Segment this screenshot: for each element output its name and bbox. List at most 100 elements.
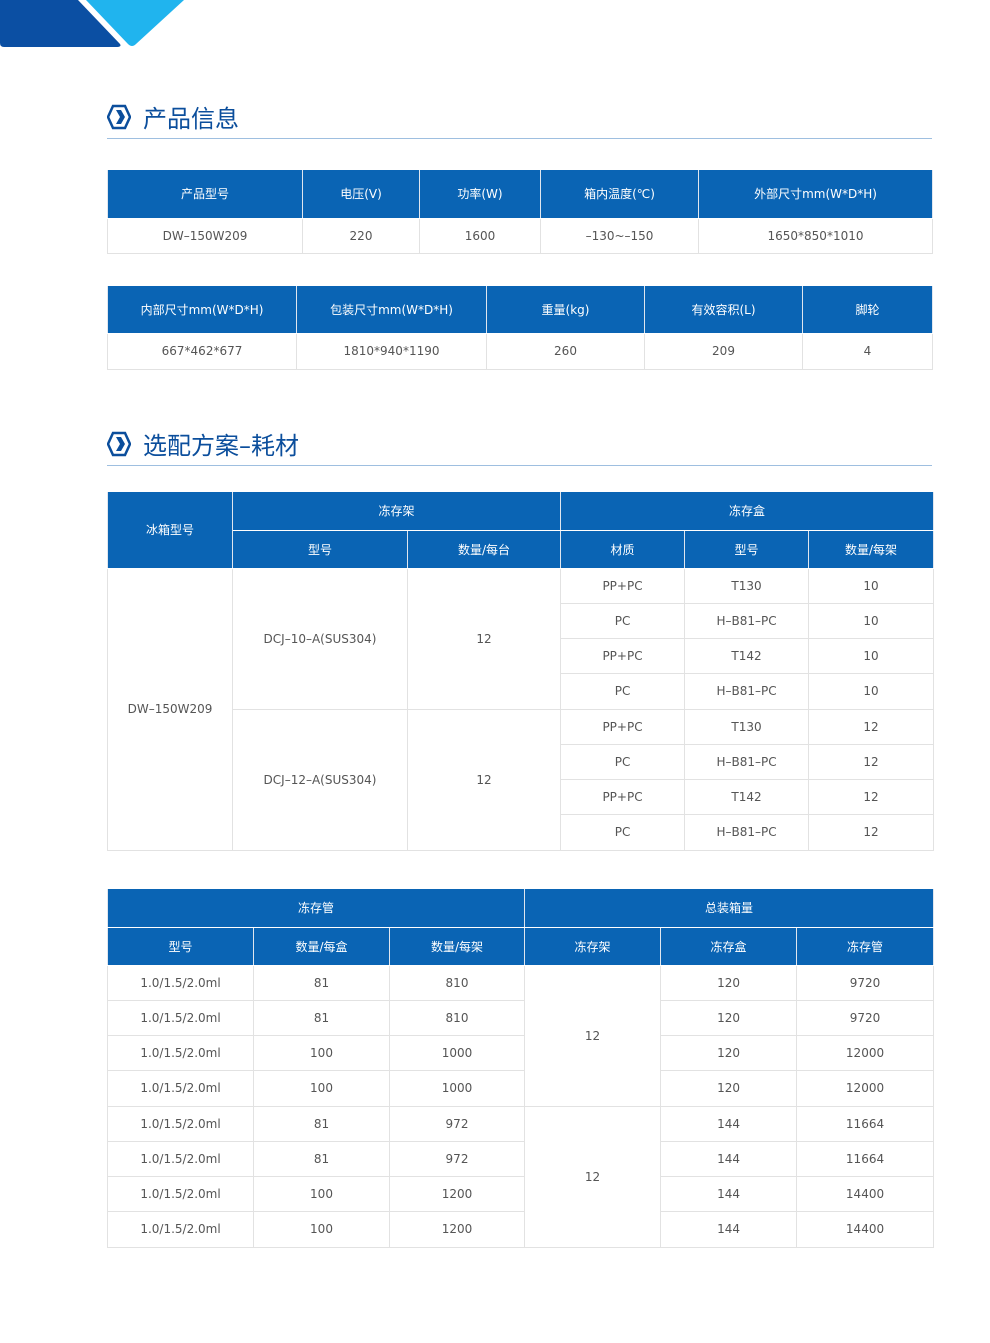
- cell: 10: [808, 637, 935, 675]
- header-cell: 脚轮: [802, 286, 933, 334]
- cell: H–B81–PC: [684, 814, 810, 851]
- table-row: DCJ–12–A(SUS304) 12 PP+PC T130 12: [108, 708, 935, 851]
- cell: 100: [253, 1175, 390, 1213]
- header-cell: 数量/每盒: [253, 927, 390, 966]
- header-cell: 产品型号: [107, 170, 303, 219]
- cell: 144: [660, 1211, 798, 1248]
- cell: 10: [808, 673, 935, 710]
- header-cell: 型号: [684, 530, 810, 569]
- header-cell: 材质: [560, 530, 686, 569]
- cell: 14400: [796, 1211, 935, 1248]
- spec-table-1: 产品型号 电压(V) 功率(W) 箱内温度(℃) 外部尺寸mm(W*D*H) DW–15…: [107, 170, 933, 254]
- cell: 120: [660, 999, 798, 1037]
- cell: 12: [808, 814, 935, 851]
- cell: 1.0/1.5/2.0ml: [107, 1175, 254, 1213]
- cell: 12: [524, 964, 662, 1107]
- divider: [107, 465, 932, 466]
- cell: 144: [660, 1105, 798, 1142]
- table-row: PC H–B81–PC 10: [108, 673, 935, 710]
- table-row: PP+PC T142 10: [108, 637, 935, 675]
- table-row: DW–150W209 220 1600 –130~–150 1650*850*1010: [107, 217, 933, 254]
- table-row: 1.0/1.5/2.0ml 100 1200 144 14400: [107, 1175, 935, 1213]
- cell: 12: [808, 743, 935, 781]
- cell: 120: [660, 964, 798, 1001]
- cell: 100: [253, 1034, 390, 1072]
- cell: 1200: [388, 1175, 526, 1213]
- cell: 1.0/1.5/2.0ml: [107, 964, 254, 1001]
- cell: H–B81–PC: [684, 673, 810, 710]
- header-cell: 冻存盒: [660, 927, 798, 966]
- section-title-text: 选配方案–耗材: [143, 432, 299, 460]
- table-row: 1.0/1.5/2.0ml 81 972 144 11664: [107, 1140, 935, 1178]
- cell: T142: [684, 637, 810, 675]
- cell: 1650*850*1010: [698, 217, 933, 254]
- cell: 1000: [388, 1034, 526, 1072]
- cell: DCJ–10–A(SUS304): [232, 567, 408, 710]
- header-cell: 数量/每架: [388, 927, 526, 966]
- cell: 11664: [796, 1105, 935, 1142]
- cell: 120: [660, 1034, 798, 1072]
- cell: 1200: [388, 1211, 526, 1248]
- header-cell: 重量(kg): [486, 286, 645, 334]
- cell: 12: [808, 708, 935, 745]
- cell: 1.0/1.5/2.0ml: [107, 1211, 254, 1248]
- table-row: 1.0/1.5/2.0ml 81 810 12 120 9720: [107, 964, 935, 1107]
- cell: 12: [524, 1105, 662, 1248]
- section-title-text: 产品信息: [143, 105, 239, 133]
- header-cell: 冰箱型号: [107, 492, 233, 569]
- cell: 4: [802, 332, 933, 370]
- corner-decoration: [0, 0, 184, 47]
- section-title-options: 选配方案–耗材: [107, 426, 299, 461]
- cell: T142: [684, 778, 810, 816]
- cell: 1810*940*1190: [296, 332, 487, 370]
- table-row: PP+PC T142 12: [108, 778, 935, 816]
- header-cell: 有效容积(L): [644, 286, 803, 334]
- divider: [107, 138, 932, 139]
- cell: 220: [302, 217, 420, 254]
- cell: 100: [253, 1211, 390, 1248]
- cell: 1.0/1.5/2.0ml: [107, 1034, 254, 1072]
- cell: 260: [486, 332, 645, 370]
- cell: T130: [684, 567, 810, 604]
- cell: 1.0/1.5/2.0ml: [107, 1140, 254, 1178]
- cell: 9720: [796, 964, 935, 1001]
- table-row: PC H–B81–PC 12: [108, 814, 935, 851]
- cell: 972: [388, 1105, 526, 1142]
- header-cell: 冻存管: [796, 927, 935, 966]
- cell: H–B81–PC: [684, 743, 810, 781]
- cell: DW–150W209: [107, 217, 303, 254]
- cell: 81: [253, 999, 390, 1037]
- table-row: PC H–B81–PC 12: [108, 743, 935, 781]
- cell: 209: [644, 332, 803, 370]
- header-cell: 数量/每台: [406, 530, 562, 569]
- cell: 10: [808, 567, 935, 604]
- cell: 12: [406, 708, 562, 851]
- spec-table-2: 内部尺寸mm(W*D*H) 包装尺寸mm(W*D*H) 重量(kg) 有效容积(L) 脚…: [107, 286, 933, 370]
- header-cell: 数量/每架: [808, 530, 935, 569]
- header-cell: 冻存架: [231, 492, 562, 531]
- cell: 120: [660, 1070, 798, 1107]
- cell: 11664: [796, 1140, 935, 1178]
- cell: 1000: [388, 1070, 526, 1107]
- rack-box-table: 冰箱型号 冻存架 冻存盒 型号 数量/每台 材质 型号 数量/每架 DW–150W209 DC…: [107, 492, 935, 851]
- header-cell: 功率(W): [419, 170, 541, 219]
- header-cell: 包装尺寸mm(W*D*H): [296, 286, 487, 334]
- cell: 81: [253, 1105, 390, 1142]
- cell: PP+PC: [560, 637, 686, 675]
- cell: PC: [560, 743, 686, 781]
- cell: PC: [560, 814, 686, 851]
- cell: DCJ–12–A(SUS304): [232, 708, 408, 851]
- table-row: 1.0/1.5/2.0ml 100 1200 144 14400: [107, 1211, 935, 1248]
- header-cell: 冻存盒: [560, 492, 935, 531]
- header-cell: 电压(V): [302, 170, 420, 219]
- cell: 12000: [796, 1070, 935, 1107]
- table-row: DW–150W209 DCJ–10–A(SUS304) 12 PP+PC T130 10: [107, 567, 935, 851]
- cell: 667*462*677: [107, 332, 297, 370]
- cell: 144: [660, 1140, 798, 1178]
- chevron-hexagon-icon: [107, 431, 131, 456]
- cell: 14400: [796, 1175, 935, 1213]
- cell: PC: [560, 673, 686, 710]
- cell: 12: [406, 567, 562, 710]
- chevron-hexagon-icon: [107, 104, 131, 129]
